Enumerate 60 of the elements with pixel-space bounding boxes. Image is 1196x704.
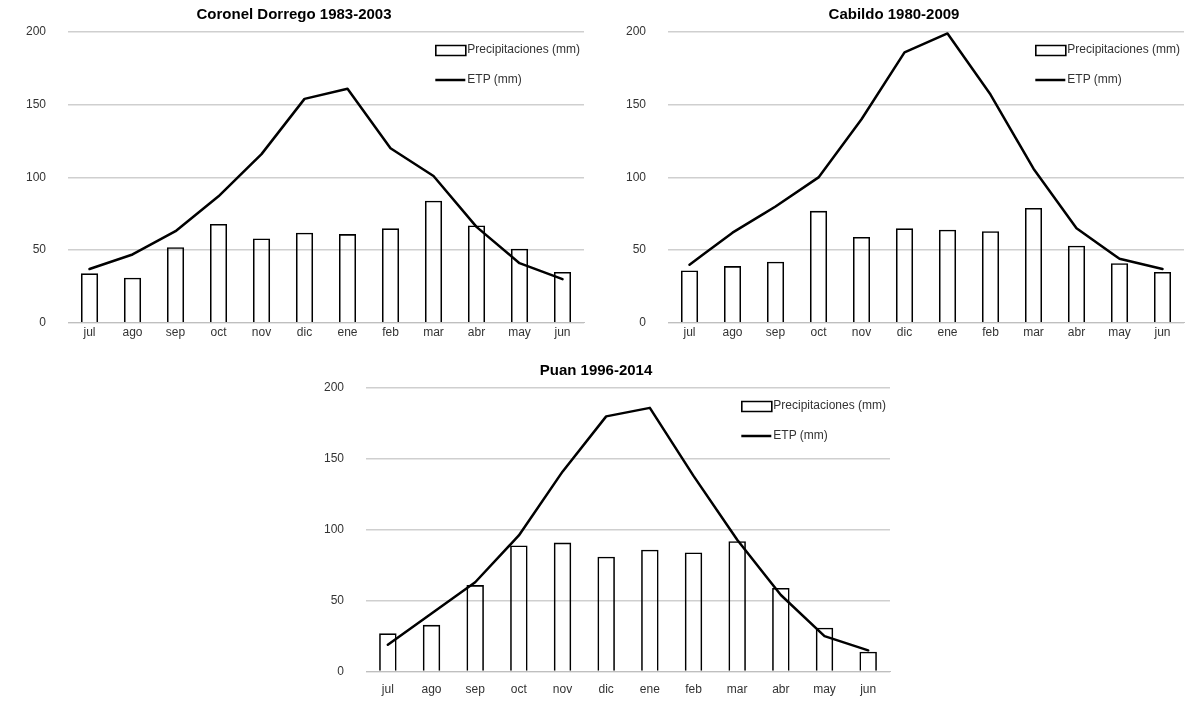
x-tick-label: mar: [726, 682, 748, 697]
x-tick-label: may: [508, 325, 531, 340]
x-tick-label: abr: [772, 682, 790, 697]
x-tick-label: ago: [122, 325, 143, 340]
chart-title: Cabildo 1980-2009: [828, 5, 960, 23]
legend-label: Precipitaciones (mm): [773, 398, 887, 413]
y-tick-label: 0: [639, 315, 647, 330]
legend-label: ETP (mm): [467, 72, 522, 87]
chart-title: Puan 1996-2014: [539, 361, 653, 379]
y-tick-label: 100: [323, 522, 345, 537]
x-tick-label: abr: [467, 325, 486, 340]
x-tick-label: jun: [859, 682, 877, 697]
x-tick-label: jul: [82, 325, 96, 340]
x-tick-label: jun: [1153, 325, 1171, 340]
y-tick-label: 0: [39, 315, 47, 330]
x-tick-label: feb: [685, 682, 703, 697]
x-tick-label: jul: [682, 325, 696, 340]
y-tick-label: 100: [625, 169, 647, 184]
x-tick-label: jun: [553, 325, 571, 340]
y-tick-label: 200: [25, 24, 47, 39]
x-tick-label: ago: [421, 682, 442, 697]
x-tick-label: ene: [337, 325, 358, 340]
x-tick-label: jul: [380, 682, 394, 697]
x-tick-label: nov: [552, 682, 573, 697]
x-tick-label: may: [813, 682, 836, 697]
legend-label: Precipitaciones (mm): [1067, 42, 1181, 57]
x-tick-label: nov: [851, 325, 872, 340]
x-tick-label: sep: [765, 325, 786, 340]
y-tick-label: 150: [323, 451, 345, 466]
legend-label: ETP (mm): [1067, 72, 1122, 87]
x-tick-label: mar: [423, 325, 444, 340]
legend-label: Precipitaciones (mm): [467, 42, 581, 57]
x-tick-label: ene: [639, 682, 661, 697]
x-tick-label: dic: [896, 325, 913, 340]
x-tick-label: dic: [296, 325, 313, 340]
y-tick-label: 50: [632, 242, 647, 257]
x-tick-label: oct: [510, 682, 528, 697]
x-tick-label: abr: [1067, 325, 1086, 340]
x-tick-label: oct: [210, 325, 228, 340]
x-tick-label: feb: [382, 325, 400, 340]
y-tick-label: 200: [625, 24, 647, 39]
y-tick-label: 150: [625, 97, 647, 112]
chart-title: Coronel Dorrego 1983-2003: [196, 5, 392, 23]
x-tick-label: sep: [465, 682, 486, 697]
x-tick-label: sep: [165, 325, 186, 340]
x-tick-label: ago: [722, 325, 743, 340]
y-tick-label: 150: [25, 97, 47, 112]
y-tick-label: 100: [25, 169, 47, 184]
x-tick-label: dic: [598, 682, 614, 697]
x-tick-label: may: [1108, 325, 1131, 340]
y-tick-label: 50: [330, 593, 345, 608]
x-tick-label: nov: [251, 325, 272, 340]
legend-label: ETP (mm): [773, 428, 828, 443]
y-tick-label: 50: [32, 242, 47, 257]
x-tick-label: ene: [937, 325, 958, 340]
y-tick-label: 0: [337, 663, 345, 678]
y-tick-label: 200: [323, 380, 345, 395]
x-tick-label: mar: [1023, 325, 1044, 340]
x-tick-label: oct: [810, 325, 828, 340]
x-tick-label: feb: [982, 325, 1000, 340]
